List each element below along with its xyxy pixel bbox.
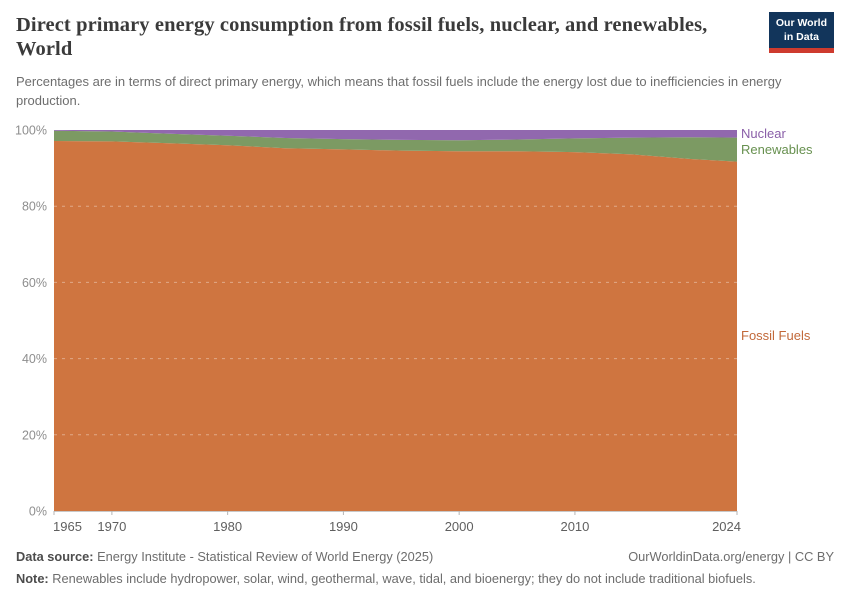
svg-text:0%: 0%	[29, 505, 47, 519]
svg-text:1990: 1990	[329, 519, 358, 534]
owid-logo[interactable]: Our World in Data	[768, 12, 834, 54]
svg-text:1980: 1980	[213, 519, 242, 534]
owid-logo-line1: Our World	[775, 17, 827, 29]
chart-header: Direct primary energy consumption from f…	[0, 0, 850, 111]
svg-text:80%: 80%	[22, 200, 47, 214]
note-label: Note:	[16, 571, 49, 587]
note-text: Renewables include hydropower, solar, wi…	[52, 571, 756, 587]
svg-text:2010: 2010	[560, 519, 589, 534]
footer-links[interactable]: OurWorldinData.org/energy | CC BY	[628, 549, 834, 564]
series-label-renewables: Renewables	[741, 141, 813, 157]
chart-canvas[interactable]: 1965 1970 1980 1990 2000 2010 2024 0% 20% 40% 60% 8…	[0, 0, 850, 545]
svg-text:1970: 1970	[97, 519, 126, 534]
data-source-line: Data source: Energy Institute - Statisti…	[16, 548, 433, 565]
owid-logo-line2: in Data	[783, 30, 819, 43]
svg-text:40%: 40%	[22, 352, 47, 366]
svg-text:100%: 100%	[15, 124, 47, 138]
series-label-fossil-fuels: Fossil Fuels	[741, 328, 811, 344]
stacked-area-chart[interactable]: 1965 1970 1980 1990 2000 2010 2024 0% 20% 40% 60% 8…	[0, 0, 850, 545]
chart-subtitle: Percentages are in terms of direct prima…	[16, 73, 782, 108]
series-label-nuclear: Nuclear	[741, 125, 786, 141]
chart-title: Direct primary energy consumption from f…	[16, 14, 708, 60]
svg-text:20%: 20%	[22, 428, 47, 442]
svg-text:2024: 2024	[712, 519, 741, 534]
chart-footer: Data source: Energy Institute - Statisti…	[16, 545, 834, 588]
svg-text:1965: 1965	[53, 519, 82, 534]
data-source-label: Data source:	[16, 549, 94, 564]
data-source-link[interactable]: Energy Institute - Statistical Review of…	[97, 549, 434, 564]
svg-text:60%: 60%	[22, 276, 47, 290]
svg-text:2000: 2000	[445, 519, 474, 534]
